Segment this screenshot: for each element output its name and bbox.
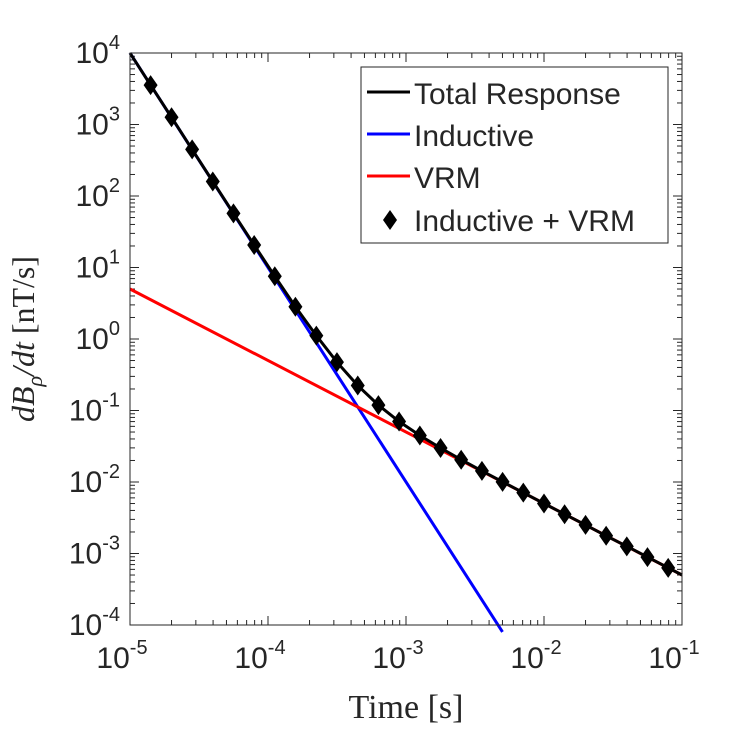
legend-box bbox=[360, 66, 669, 244]
x-axis-label: Time [s] bbox=[349, 689, 464, 726]
data-point-diamond bbox=[288, 296, 303, 317]
legend-label-vrm: VRM bbox=[414, 162, 481, 195]
legend-label-total: Total Response bbox=[414, 78, 621, 111]
data-point-diamond bbox=[350, 375, 365, 396]
data-point-diamond bbox=[474, 460, 489, 481]
y-tick-label: 10-4 bbox=[69, 604, 120, 642]
data-point-diamond bbox=[185, 139, 200, 160]
data-point-diamond bbox=[309, 325, 324, 346]
data-point-diamond bbox=[143, 75, 158, 96]
y-tick-label: 102 bbox=[76, 175, 121, 213]
y-tick-label: 10-1 bbox=[69, 390, 120, 428]
x-tick-label: 10-5 bbox=[96, 637, 147, 675]
data-point-diamond bbox=[392, 411, 407, 432]
data-point-diamond bbox=[640, 547, 655, 568]
x-tick-label: 10-3 bbox=[372, 637, 423, 675]
x-tick-label: 10-4 bbox=[234, 637, 285, 675]
y-tick-label: 10-3 bbox=[69, 533, 120, 571]
x-tick-label: 10-2 bbox=[510, 637, 561, 675]
data-point-diamond bbox=[495, 471, 510, 492]
data-point-diamond bbox=[412, 425, 427, 446]
data-point-diamond bbox=[557, 504, 572, 525]
data-point-diamond bbox=[516, 482, 531, 503]
data-point-diamond bbox=[247, 235, 262, 256]
data-point-diamond bbox=[537, 493, 551, 514]
data-point-diamond bbox=[578, 514, 593, 535]
data-point-diamond bbox=[371, 395, 386, 416]
legend-marker-diamond bbox=[383, 210, 397, 230]
y-tick-label: 100 bbox=[76, 318, 121, 356]
data-point-diamond bbox=[454, 449, 469, 470]
y-tick-label: 103 bbox=[76, 104, 121, 142]
axes-box bbox=[129, 52, 683, 626]
y-tick-label: 10-2 bbox=[69, 461, 120, 499]
legend: Total Response Inductive VRM Inductive +… bbox=[360, 66, 669, 244]
y-tick-label: 104 bbox=[76, 32, 121, 70]
data-point-diamond bbox=[205, 171, 220, 192]
data-point-diamond bbox=[599, 525, 614, 546]
data-point-diamond bbox=[619, 536, 634, 557]
y-tick-label: 101 bbox=[76, 247, 121, 285]
data-point-diamond bbox=[661, 557, 676, 578]
x-tick-label: 10-1 bbox=[648, 637, 699, 675]
data-point-diamond bbox=[433, 437, 448, 458]
data-point-diamond bbox=[164, 107, 179, 128]
y-axis-label: dBρ/dt [nT/s] bbox=[5, 256, 47, 422]
data-point-diamond bbox=[329, 352, 344, 373]
data-point-diamond bbox=[267, 266, 282, 287]
legend-label-inductive: Inductive bbox=[414, 120, 534, 153]
series-line-total-response bbox=[128, 52, 683, 577]
data-point-diamond bbox=[226, 203, 241, 224]
legend-label-inductive-vrm: Inductive + VRM bbox=[414, 205, 635, 238]
